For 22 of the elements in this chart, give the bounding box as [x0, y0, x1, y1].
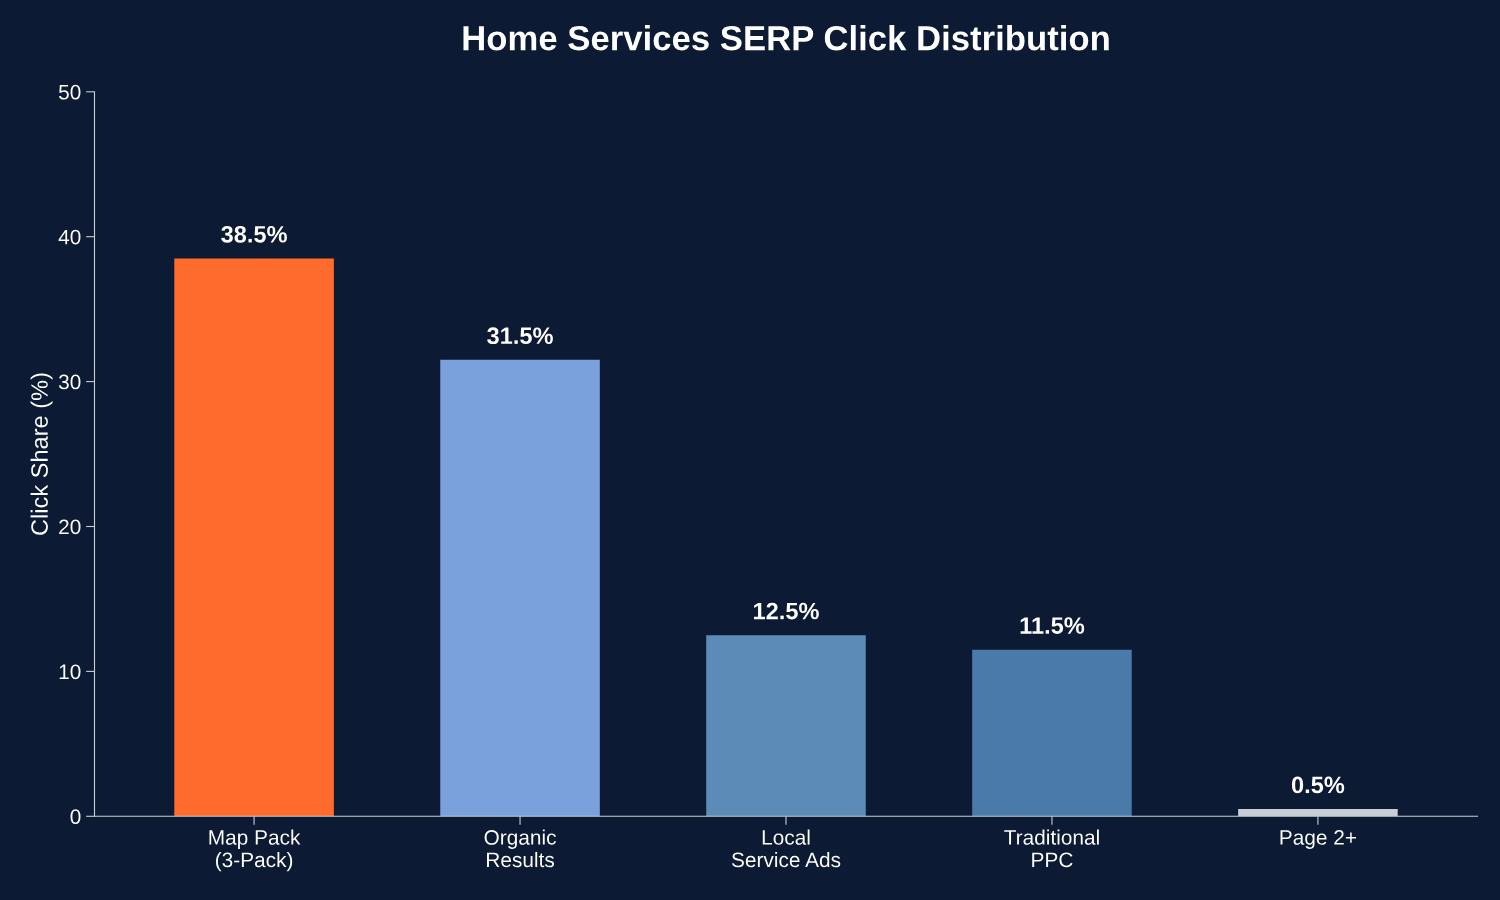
x-tick-label: Local Service Ads — [731, 829, 841, 868]
data-label: 12.5% — [754, 602, 819, 620]
chart-title: Home Services SERP Click Distribution — [463, 24, 1109, 51]
bar — [440, 359, 600, 817]
data-label: 31.5% — [487, 327, 553, 345]
x-tick-label: Organic Results — [484, 829, 556, 868]
bar — [972, 649, 1132, 817]
y-tick-label: 0 — [70, 809, 81, 825]
bar — [706, 635, 866, 817]
data-label: 38.5% — [221, 225, 287, 243]
y-tick-label: 30 — [58, 374, 81, 390]
y-tick-label: 50 — [58, 84, 81, 100]
bar — [174, 258, 334, 817]
y-tick-label: 20 — [59, 519, 81, 535]
y-tick-label: 40 — [58, 229, 81, 245]
data-label: 11.5% — [1020, 617, 1085, 634]
x-tick-label: Map Pack (3-Pack) — [209, 829, 301, 872]
data-label: 0.5% — [1291, 776, 1345, 794]
y-tick-label: 10 — [59, 664, 81, 680]
y-axis-title: Click Share (%) — [30, 373, 53, 535]
x-tick-label: Page 2+ — [1280, 830, 1356, 849]
x-tick-label: Traditional PPC — [1004, 829, 1099, 868]
